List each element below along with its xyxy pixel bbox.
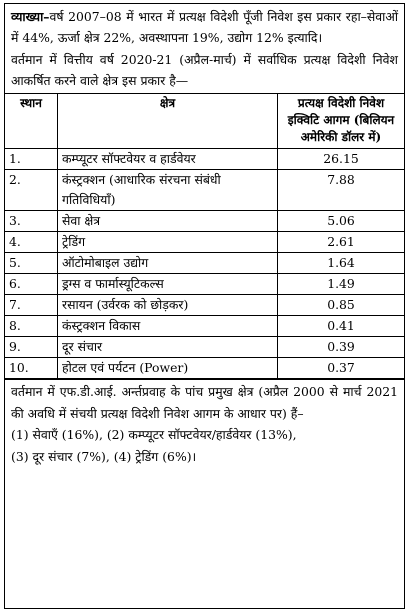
- row-rank: 3.: [5, 210, 58, 233]
- row-sector: कम्प्यूटर सॉफ्टवेयर व हार्डवेयर: [57, 148, 278, 171]
- row-value: 0.41: [277, 315, 404, 338]
- row-value: 5.06: [277, 210, 404, 233]
- table-row: 10. होटल एवं पर्यटन (Power) 0.37: [5, 357, 404, 380]
- row-value: 2.61: [277, 231, 404, 254]
- table-row: 2. कंस्ट्रक्शन (आधारिक संरचना संबंधी गति…: [5, 169, 404, 212]
- header-sector: क्षेत्र: [57, 93, 278, 150]
- row-value: 1.64: [277, 252, 404, 275]
- row-rank: 1.: [5, 148, 58, 171]
- row-value: 7.88: [277, 169, 404, 212]
- table-row: 3. सेवा क्षेत्र 5.06: [5, 210, 404, 233]
- table-header-row: स्थान क्षेत्र प्रत्यक्ष विदेशी निवेश इक्…: [5, 93, 404, 150]
- fdi-table: स्थान क्षेत्र प्रत्यक्ष विदेशी निवेश इक्…: [5, 93, 404, 380]
- document-page: व्याख्या–वर्ष 2007–08 में भारत में प्रत्…: [4, 3, 405, 609]
- header-value: प्रत्यक्ष विदेशी निवेश इक्विटि आगम (बिलि…: [277, 93, 404, 150]
- table-row: 1. कम्प्यूटर सॉफ्टवेयर व हार्डवेयर 26.15: [5, 148, 404, 171]
- footer-line-1: (1) सेवाएँ (16%), (2) कम्प्यूटर सॉफ्टवेय…: [11, 427, 297, 443]
- row-sector: कंस्ट्रक्शन (आधारिक संरचना संबंधी गतिविध…: [57, 169, 278, 212]
- row-sector: सेवा क्षेत्र: [57, 210, 278, 233]
- row-rank: 4.: [5, 231, 58, 254]
- row-sector: दूर संचार: [57, 336, 278, 359]
- row-sector: ऑटोमोबाइल उद्योग: [57, 252, 278, 275]
- intro-paragraph-2: वर्तमान में वित्तीय वर्ष 2020-21 (अप्रैल…: [11, 51, 398, 88]
- row-value: 0.85: [277, 294, 404, 317]
- table-row: 6. ड्रग्स व फार्मास्यूटिकल्स 1.49: [5, 273, 404, 296]
- row-sector: ड्रग्स व फार्मास्यूटिकल्स: [57, 273, 278, 296]
- table-row: 9. दूर संचार 0.39: [5, 336, 404, 359]
- table-row: 7. रसायन (उर्वरक को छोड़कर) 0.85: [5, 294, 404, 317]
- table-row: 5. ऑटोमोबाइल उद्योग 1.64: [5, 252, 404, 275]
- row-sector: होटल एवं पर्यटन (Power): [57, 357, 278, 380]
- row-rank: 8.: [5, 315, 58, 338]
- intro-section: व्याख्या–वर्ष 2007–08 में भारत में प्रत्…: [5, 4, 404, 91]
- intro-paragraph-1: व्याख्या–वर्ष 2007–08 में भारत में प्रत्…: [11, 6, 398, 49]
- row-rank: 7.: [5, 294, 58, 317]
- row-value: 0.39: [277, 336, 404, 359]
- row-rank: 9.: [5, 336, 58, 359]
- table-row: 8. कंस्ट्रक्शन विकास 0.41: [5, 315, 404, 338]
- row-value: 0.37: [277, 357, 404, 380]
- row-rank: 6.: [5, 273, 58, 296]
- row-sector: ट्रेडिंग: [57, 231, 278, 254]
- row-value: 1.49: [277, 273, 404, 296]
- footer-section: वर्तमान में एफ.डी.आई. अर्न्तप्रवाह के पा…: [5, 379, 404, 467]
- table-row: 4. ट्रेडिंग 2.61: [5, 231, 404, 254]
- row-sector: रसायन (उर्वरक को छोड़कर): [57, 294, 278, 317]
- row-sector: कंस्ट्रक्शन विकास: [57, 315, 278, 338]
- row-value: 26.15: [277, 148, 404, 171]
- row-rank: 10.: [5, 357, 58, 380]
- header-rank: स्थान: [5, 93, 58, 150]
- footer-paragraph: वर्तमान में एफ.डी.आई. अर्न्तप्रवाह के पा…: [11, 384, 398, 421]
- explanation-label: व्याख्या–: [11, 9, 50, 24]
- row-rank: 2.: [5, 169, 58, 212]
- row-rank: 5.: [5, 252, 58, 275]
- intro-text-1: वर्ष 2007–08 में भारत में प्रत्यक्ष विदे…: [11, 9, 398, 46]
- footer-line-2: (3) दूर संचार (7%), (4) ट्रेडिंग (6%)।: [11, 448, 197, 464]
